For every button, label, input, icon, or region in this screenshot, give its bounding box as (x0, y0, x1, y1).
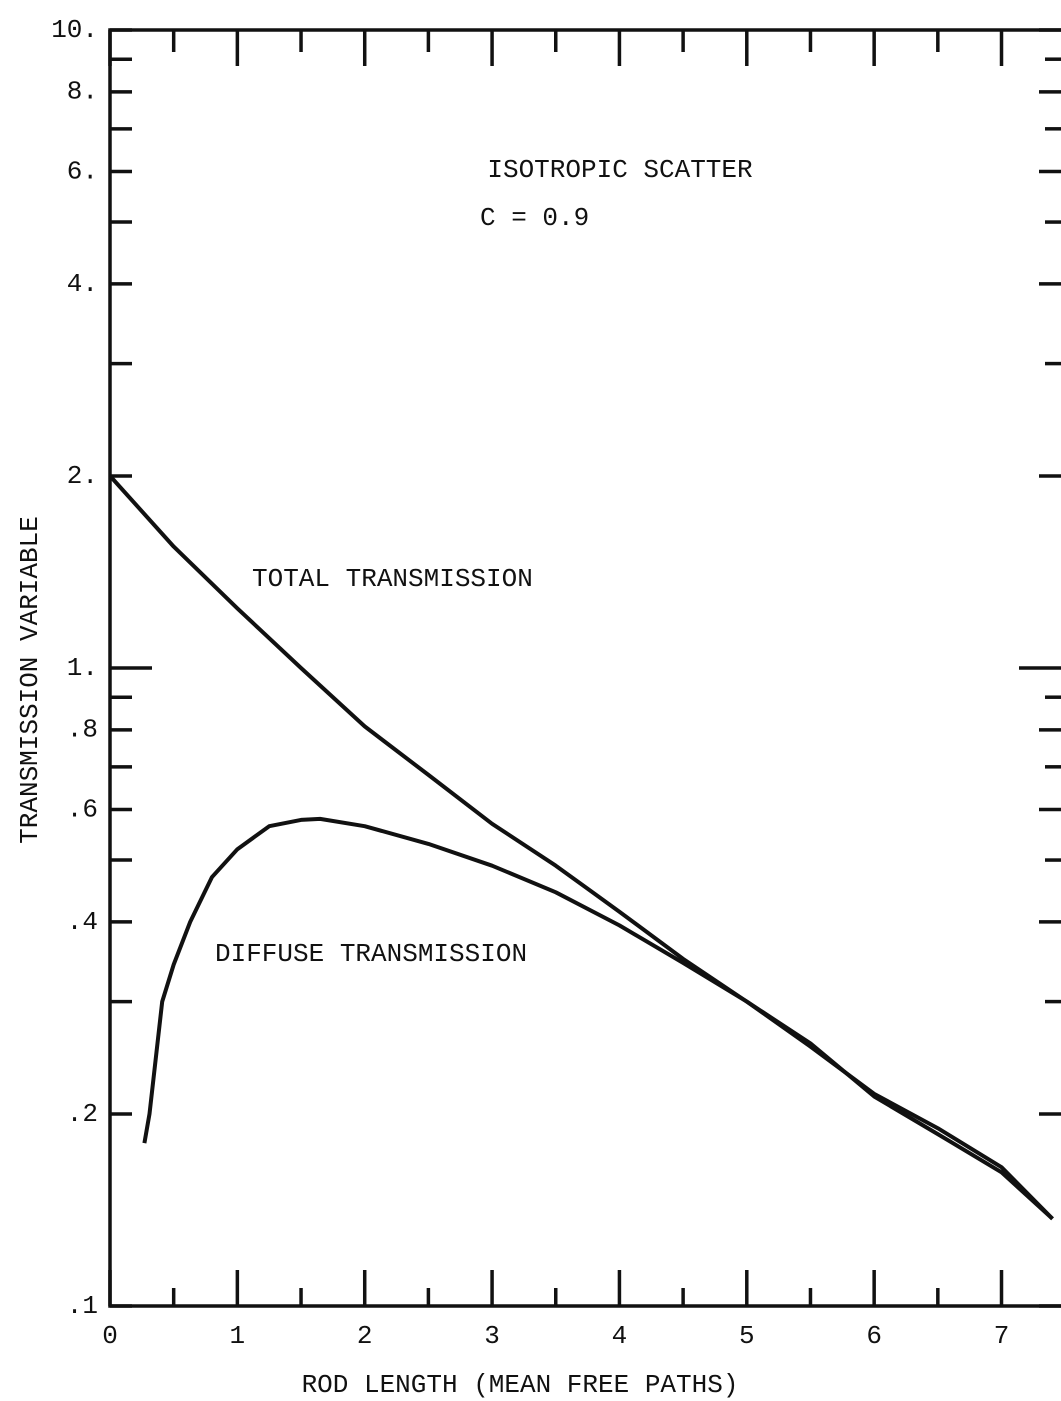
y-tick-label: 4. (67, 269, 98, 299)
y-tick-label: 6. (67, 156, 98, 186)
y-tick-label: .2 (67, 1099, 98, 1129)
annotation: C = 0.9 (480, 203, 589, 233)
x-axis-label: ROD LENGTH (MEAN FREE PATHS) (302, 1370, 739, 1400)
y-axis-label: TRANSMISSION VARIABLE (15, 516, 45, 844)
y-tick-label: 8. (67, 77, 98, 107)
x-tick-label: 3 (484, 1321, 500, 1351)
series-line (108, 474, 1054, 1221)
x-tick-label: 0 (102, 1321, 118, 1351)
x-tick-label: 2 (357, 1321, 373, 1351)
annotation: ISOTROPIC SCATTER (487, 155, 752, 185)
x-tick-label: 7 (994, 1321, 1010, 1351)
y-tick-label: .6 (67, 794, 98, 824)
y-tick-label: 1. (67, 653, 98, 683)
y-tick-label: 10. (51, 15, 98, 45)
y-tick-label: 2. (67, 461, 98, 491)
x-tick-label: 6 (866, 1321, 882, 1351)
annotation: TOTAL TRANSMISSION (252, 564, 533, 594)
annotation: DIFFUSE TRANSMISSION (215, 939, 527, 969)
x-tick-label: 5 (739, 1321, 755, 1351)
x-tick-label: 1 (230, 1321, 246, 1351)
y-tick-label: .8 (67, 715, 98, 745)
y-tick-label: .4 (67, 907, 98, 937)
x-tick-label: 4 (612, 1321, 628, 1351)
series-line (142, 816, 1054, 1221)
y-tick-label: .1 (67, 1291, 98, 1321)
